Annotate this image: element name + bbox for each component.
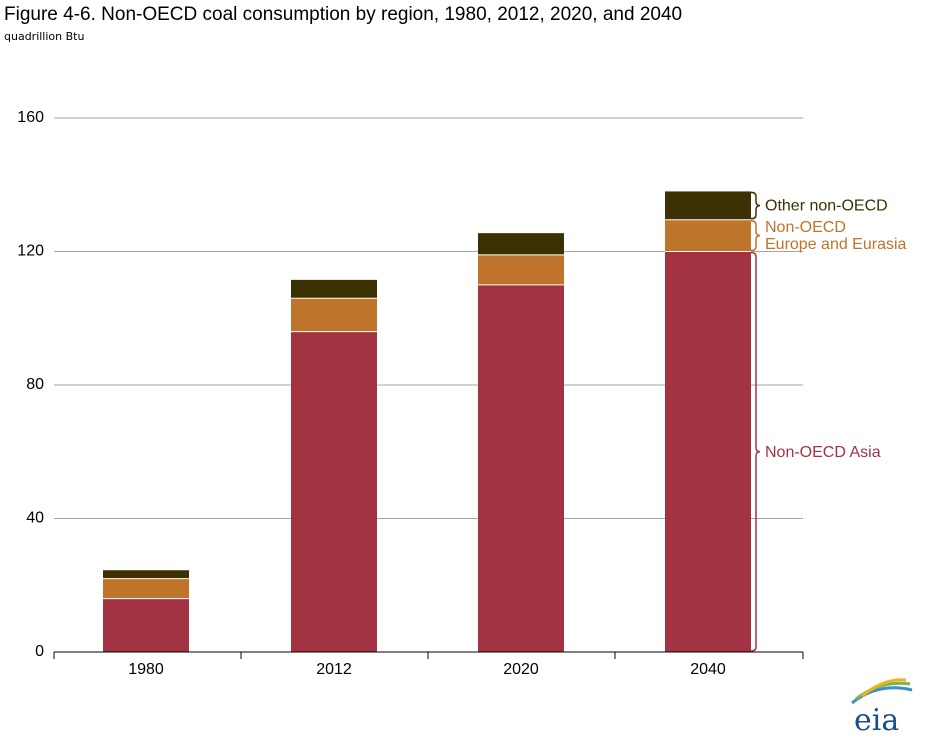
annotation-brace — [750, 191, 761, 220]
bar-segment — [478, 233, 564, 255]
annotation-label: Non-OECD — [765, 219, 846, 236]
bar-segment — [665, 191, 751, 220]
x-tick-label: 2012 — [316, 661, 352, 678]
bar-segment — [291, 298, 377, 332]
eia-logo-text: eia — [854, 703, 899, 738]
annotation-label: Europe and Eurasia — [765, 236, 907, 253]
bar-segment — [291, 331, 377, 652]
x-tick-label: 2020 — [503, 661, 539, 678]
y-tick-label: 0 — [35, 643, 44, 660]
x-tick-label: 2040 — [690, 661, 726, 678]
annotation-label: Other non-OECD — [765, 198, 888, 215]
eia-logo: eia — [851, 678, 913, 738]
bar-segment — [291, 279, 377, 299]
axis-labels: 0 40 80 120 160 1980 2012 2020 2040 — [17, 109, 726, 678]
annotation-label: Non-OECD Asia — [765, 444, 881, 461]
bar-segment — [665, 219, 751, 252]
bars — [103, 191, 751, 652]
bar-segment — [478, 284, 564, 652]
bar-segment — [103, 578, 189, 599]
y-tick-label: 80 — [26, 376, 44, 393]
bar-segment — [103, 570, 189, 579]
x-tick-label: 1980 — [128, 661, 164, 678]
annotation-brace — [750, 220, 761, 252]
bar-segment — [103, 598, 189, 652]
bar-segment — [478, 254, 564, 285]
y-tick-label: 120 — [17, 243, 44, 260]
y-tick-label: 160 — [17, 109, 44, 126]
chart-title: Figure 4-6. Non-OECD coal consumption by… — [4, 4, 683, 25]
y-tick-label: 40 — [26, 510, 44, 527]
bar-segment — [665, 251, 751, 652]
annotation-brace — [750, 251, 761, 652]
x-axis — [53, 651, 804, 659]
chart-subtitle: quadrillion Btu — [4, 30, 85, 43]
